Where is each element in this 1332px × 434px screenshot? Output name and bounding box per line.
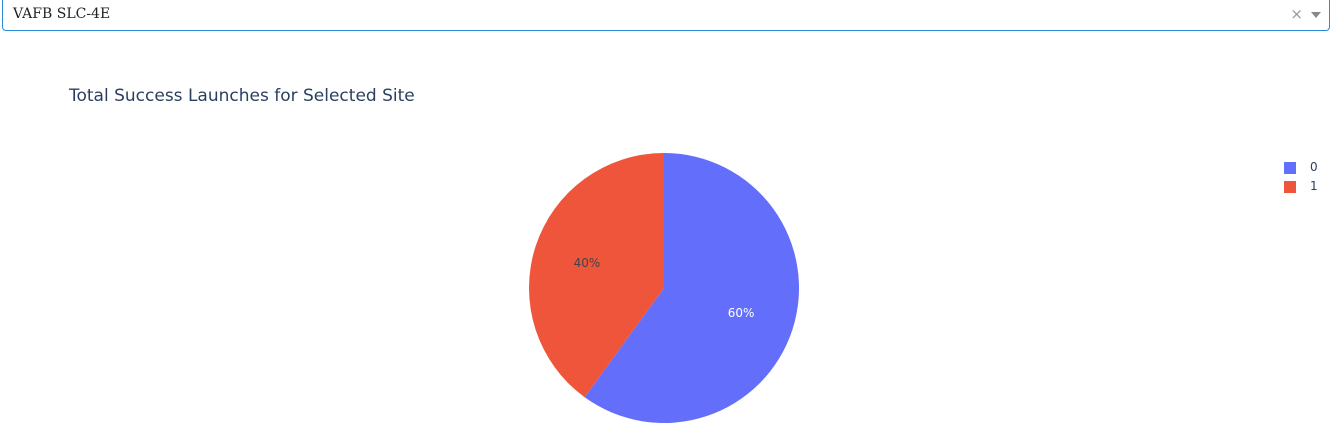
pie-slice-label-1: 40%: [574, 256, 601, 270]
dropdown-selected-value: VAFB SLC-4E: [13, 6, 111, 22]
legend-item-1[interactable]: 1: [1284, 179, 1330, 198]
legend-label-1: 1: [1310, 179, 1318, 193]
chart-title: Total Success Launches for Selected Site: [69, 86, 415, 106]
legend-item-0[interactable]: 0: [1284, 160, 1330, 179]
chevron-down-icon[interactable]: [1311, 12, 1321, 18]
legend-swatch-0: [1284, 162, 1296, 174]
launch-site-dropdown[interactable]: VAFB SLC-4E ×: [2, 0, 1330, 31]
legend-label-0: 0: [1310, 160, 1318, 174]
legend-swatch-1: [1284, 181, 1296, 193]
pie-slice-0[interactable]: [584, 153, 800, 423]
pie-slice-1[interactable]: [529, 153, 664, 398]
legend: 0 1: [1284, 160, 1330, 198]
clear-icon[interactable]: ×: [1290, 5, 1303, 23]
pie-slice-label-0: 60%: [728, 306, 755, 320]
